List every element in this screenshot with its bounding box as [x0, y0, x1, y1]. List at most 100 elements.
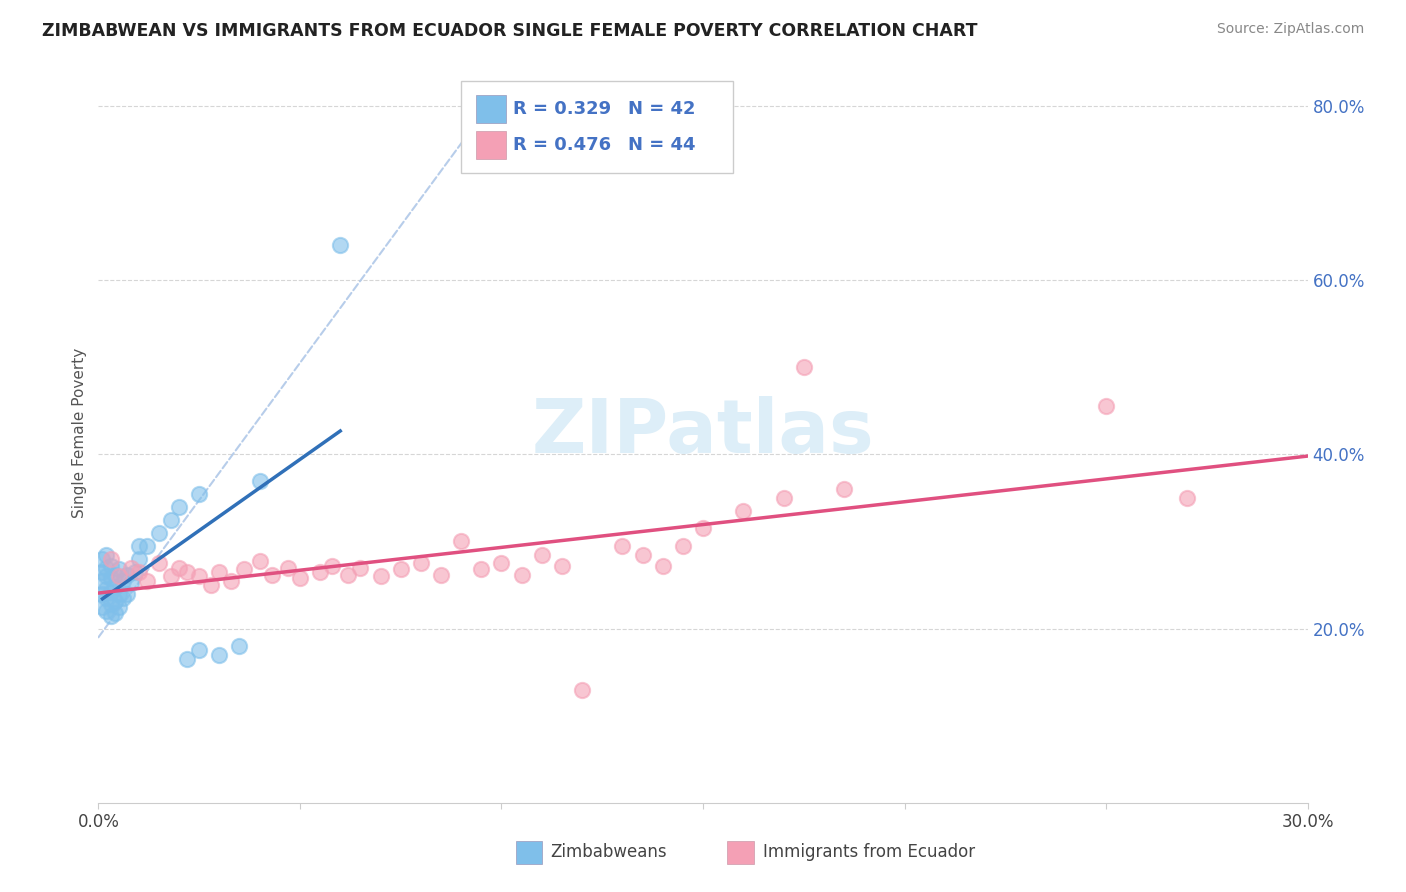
Point	[96, 582, 118, 597]
Point	[208, 565, 231, 579]
Point	[128, 565, 150, 579]
Point	[176, 565, 198, 579]
FancyBboxPatch shape	[475, 95, 506, 123]
Text: N = 44: N = 44	[628, 136, 696, 154]
Point	[221, 574, 243, 588]
Point	[277, 560, 299, 574]
Point	[329, 238, 352, 252]
Point	[631, 548, 654, 562]
Point	[249, 554, 271, 568]
Point	[96, 560, 118, 574]
Point	[96, 591, 118, 606]
Point	[100, 585, 122, 599]
Point	[232, 562, 254, 576]
Point	[612, 539, 634, 553]
Point	[107, 569, 129, 583]
FancyBboxPatch shape	[727, 841, 754, 863]
Point	[160, 513, 183, 527]
Point	[91, 574, 114, 588]
Point	[167, 560, 190, 574]
Point	[430, 567, 453, 582]
Point	[107, 587, 129, 601]
Text: ZIPatlas: ZIPatlas	[531, 396, 875, 469]
Point	[160, 569, 183, 583]
Point	[91, 565, 114, 579]
Point	[692, 521, 714, 535]
Text: Immigrants from Ecuador: Immigrants from Ecuador	[763, 844, 976, 862]
Text: ZIMBABWEAN VS IMMIGRANTS FROM ECUADOR SINGLE FEMALE POVERTY CORRELATION CHART: ZIMBABWEAN VS IMMIGRANTS FROM ECUADOR SI…	[42, 22, 977, 40]
Point	[100, 558, 122, 573]
Point	[91, 552, 114, 566]
Text: N = 42: N = 42	[628, 100, 696, 118]
Point	[103, 593, 125, 607]
Point	[249, 474, 271, 488]
Point	[128, 552, 150, 566]
Point	[167, 500, 190, 514]
Point	[491, 556, 513, 570]
Point	[107, 599, 129, 614]
Point	[96, 548, 118, 562]
Text: Zimbabweans: Zimbabweans	[551, 844, 668, 862]
Point	[208, 648, 231, 662]
Text: R = 0.329: R = 0.329	[513, 100, 612, 118]
Point	[551, 558, 574, 573]
Point	[832, 482, 855, 496]
Point	[188, 486, 211, 500]
Y-axis label: Single Female Poverty: Single Female Poverty	[72, 348, 87, 517]
Point	[111, 591, 134, 606]
Point	[120, 560, 142, 574]
Point	[733, 504, 755, 518]
Point	[107, 562, 129, 576]
Point	[115, 587, 138, 601]
Point	[135, 574, 157, 588]
Point	[96, 569, 118, 583]
Point	[188, 643, 211, 657]
Point	[176, 652, 198, 666]
Point	[337, 567, 360, 582]
Point	[772, 491, 794, 505]
Text: R = 0.476: R = 0.476	[513, 136, 612, 154]
Point	[100, 597, 122, 611]
Point	[128, 539, 150, 553]
Point	[510, 567, 533, 582]
Point	[100, 608, 122, 623]
Point	[111, 574, 134, 588]
Point	[409, 556, 432, 570]
Point	[115, 567, 138, 582]
Point	[793, 360, 815, 375]
Point	[103, 580, 125, 594]
Text: Source: ZipAtlas.com: Source: ZipAtlas.com	[1216, 22, 1364, 37]
Point	[148, 525, 170, 540]
Point	[148, 556, 170, 570]
Point	[288, 571, 311, 585]
FancyBboxPatch shape	[516, 841, 543, 863]
Point	[96, 604, 118, 618]
Point	[200, 578, 222, 592]
Point	[124, 565, 146, 579]
Point	[389, 562, 412, 576]
Point	[228, 639, 250, 653]
Point	[120, 576, 142, 591]
Point	[100, 552, 122, 566]
Point	[103, 567, 125, 582]
Point	[321, 558, 343, 573]
Point	[188, 569, 211, 583]
Point	[103, 606, 125, 620]
Point	[349, 560, 371, 574]
Point	[672, 539, 695, 553]
Point	[1095, 400, 1118, 414]
Point	[530, 548, 553, 562]
FancyBboxPatch shape	[461, 81, 734, 173]
FancyBboxPatch shape	[475, 131, 506, 160]
Point	[1175, 491, 1198, 505]
Point	[135, 539, 157, 553]
Point	[571, 682, 593, 697]
Point	[260, 567, 283, 582]
Point	[470, 562, 492, 576]
Point	[651, 558, 673, 573]
Point	[370, 569, 392, 583]
Point	[309, 565, 332, 579]
Point	[450, 534, 472, 549]
Point	[91, 599, 114, 614]
Point	[100, 571, 122, 585]
